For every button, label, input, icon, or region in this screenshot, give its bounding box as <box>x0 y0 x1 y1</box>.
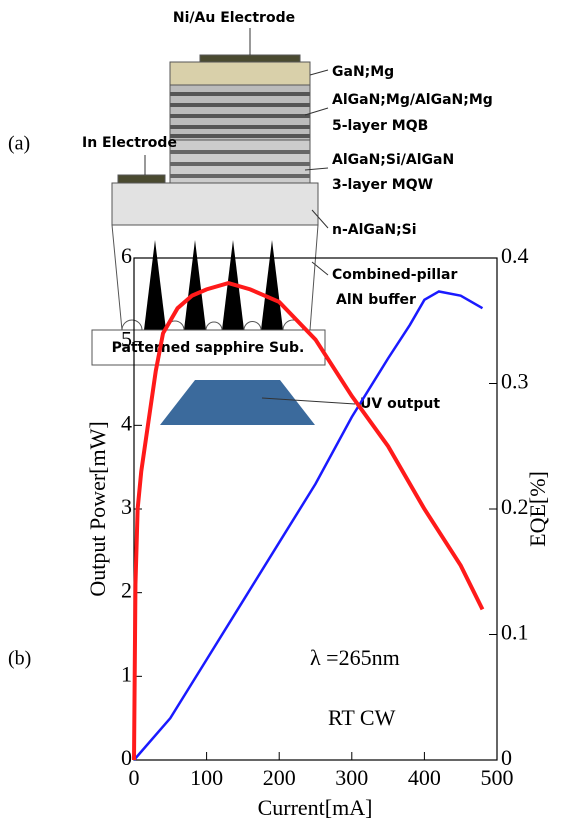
label: n-AlGaN;Si <box>332 222 417 238</box>
series-line <box>133 290 484 761</box>
y2-axis-label: EQE[%] <box>525 471 550 547</box>
mqw-stripes <box>170 150 310 178</box>
y2-tick-label: 0 <box>501 745 512 770</box>
y-tick-label: 6 <box>121 243 132 268</box>
uv-output <box>160 380 315 425</box>
y2-tick-label: 0.1 <box>501 620 529 645</box>
y-tick-label: 1 <box>121 661 132 686</box>
annotation: RT CW <box>328 705 396 730</box>
device-diagram <box>91 28 356 425</box>
series-line <box>132 281 485 761</box>
annotation: λ =265nm <box>310 645 400 670</box>
x-tick-label: 0 <box>129 765 140 790</box>
leaders <box>144 28 356 405</box>
sapphire <box>91 329 326 366</box>
in-electrode <box>117 174 166 184</box>
ni-au-electrode <box>199 54 301 63</box>
aln-buffer <box>111 224 319 331</box>
label: AlGaN;Si/AlGaN <box>332 152 454 168</box>
mqb-stripes <box>170 92 310 138</box>
label: In Electrode <box>82 135 177 151</box>
y-tick-label: 5 <box>121 327 132 352</box>
label: Ni/Au Electrode <box>173 10 295 26</box>
y2-tick-label: 0.4 <box>501 243 529 268</box>
label: UV output <box>360 396 440 412</box>
label: Patterned sapphire Sub. <box>112 340 305 356</box>
panel-label: (a) <box>8 133 30 155</box>
y-tick-label: 3 <box>121 494 132 519</box>
label: Combined-pillar <box>332 267 457 283</box>
y-axis-label: Output Power[mW] <box>85 421 110 596</box>
n-algan-layer <box>111 182 319 226</box>
x-tick-label: 300 <box>335 765 368 790</box>
label: AlGaN;Mg/AlGaN;Mg <box>332 92 493 108</box>
panel-label: (b) <box>8 648 31 670</box>
voids <box>121 319 304 331</box>
x-tick-label: 500 <box>481 765 514 790</box>
y-tick-label: 0 <box>121 745 132 770</box>
y-tick-label: 2 <box>121 578 132 603</box>
x-tick-label: 400 <box>408 765 441 790</box>
y2-tick-label: 0.3 <box>501 369 529 394</box>
x-axis-label: Current[mA] <box>258 795 373 820</box>
label: 3-layer MQW <box>332 177 433 193</box>
y2-tick-label: 0.2 <box>501 494 529 519</box>
label: GaN;Mg <box>332 64 394 80</box>
label: 5-layer MQB <box>332 118 428 134</box>
gan-layer <box>169 61 311 86</box>
x-tick-label: 200 <box>263 765 296 790</box>
y-tick-label: 4 <box>121 410 132 435</box>
label: AlN buffer <box>336 292 416 308</box>
x-tick-label: 100 <box>190 765 223 790</box>
